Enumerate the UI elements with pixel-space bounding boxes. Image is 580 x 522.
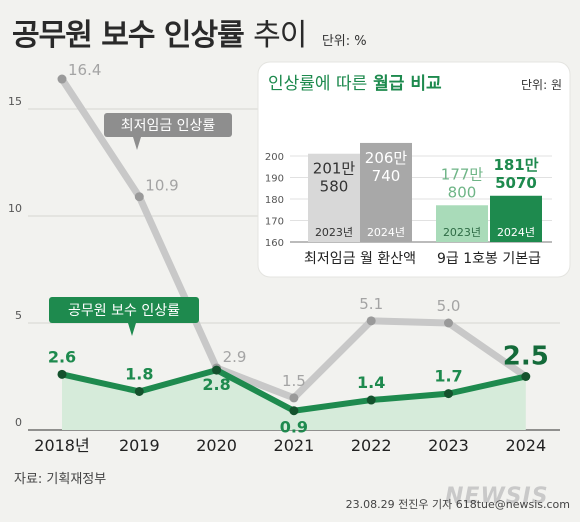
data-label-civil-servant: 2.6 xyxy=(48,347,76,366)
data-label-civil-servant: 1.7 xyxy=(434,367,462,386)
y-tick-label: 15 xyxy=(8,95,22,108)
inset-bar-value-bottom: 740 xyxy=(372,167,401,185)
chart-title: 공무원 보수 인상률 추이 단위: % xyxy=(12,10,367,54)
x-tick-label: 2024 xyxy=(505,436,546,455)
data-label-min-wage: 5.1 xyxy=(359,295,383,313)
point-civil-servant xyxy=(134,386,144,396)
x-tick-label: 2023 xyxy=(428,436,469,455)
inset-bar-year: 2023년 xyxy=(315,226,353,239)
inset-bar xyxy=(436,205,488,242)
x-tick-label: 2018년 xyxy=(34,436,89,455)
point-civil-servant xyxy=(366,395,376,405)
inset-title-part2: 월급 비교 xyxy=(367,74,442,94)
point-min-wage xyxy=(289,393,299,403)
y-tick-label: 5 xyxy=(15,309,22,322)
series-name-pointer-min-wage xyxy=(133,137,141,150)
series-name-box-civil-servant xyxy=(49,297,199,323)
point-min-wage xyxy=(134,192,144,202)
inset-y-tick-label: 200 xyxy=(265,152,284,163)
inset-y-tick-label: 180 xyxy=(265,195,284,206)
data-label-min-wage: 2.9 xyxy=(223,348,247,366)
inset-y-tick-label: 170 xyxy=(265,217,284,228)
title-main: 공무원 보수 인상률 xyxy=(12,18,245,53)
inset-bar-value-top: 177만 xyxy=(441,165,484,183)
point-min-wage xyxy=(57,74,67,84)
data-label-civil-servant: 1.8 xyxy=(125,364,153,383)
data-label-min-wage: 1.5 xyxy=(282,372,306,390)
data-label-civil-servant: 1.4 xyxy=(357,373,385,392)
credit-line: 23.08.29 전진우 기자 618tue@newsis.com xyxy=(345,498,570,511)
unit-label: 단위: % xyxy=(321,34,367,49)
inset-title: 인상률에 따른 월급 비교 xyxy=(268,74,442,94)
data-label-civil-servant: 2.5 xyxy=(503,342,549,372)
inset-bar xyxy=(490,195,542,242)
inset-bar-value-top: 201만 xyxy=(313,160,356,178)
data-label-min-wage: 5.0 xyxy=(437,297,461,315)
area-fill-civil-servant xyxy=(62,370,526,430)
point-civil-servant xyxy=(521,372,531,381)
inset-group-label: 최저임금 월 환산액 xyxy=(304,251,416,267)
x-tick-label: 2021 xyxy=(274,436,315,455)
inset-unit-label: 단위: 원 xyxy=(521,78,562,92)
series-name-pointer-civil-servant xyxy=(128,323,136,336)
inset-group-label: 9급 1호봉 기본급 xyxy=(437,251,541,267)
inset-y-tick-label: 160 xyxy=(265,238,284,249)
x-tick-label: 2020 xyxy=(196,436,237,455)
data-label-min-wage: 16.4 xyxy=(68,61,101,79)
inset-bar-year: 2023년 xyxy=(443,226,481,239)
point-min-wage xyxy=(366,316,376,326)
inset-bar-value-top: 181만 xyxy=(493,156,538,174)
inset-bar-value-top: 206만 xyxy=(365,149,408,167)
y-tick-label: 10 xyxy=(8,202,22,215)
series-name-min-wage: 최저임금 인상률 xyxy=(121,118,216,134)
inset-bar-value-bottom: 5070 xyxy=(495,174,537,192)
x-tick-label: 2022 xyxy=(351,436,392,455)
source-note: 자료: 기획재정부 xyxy=(14,472,107,487)
point-civil-servant xyxy=(444,389,453,399)
x-tick-label: 2019 xyxy=(119,436,160,455)
series-name-box-min-wage xyxy=(104,113,232,137)
inset-bar xyxy=(308,153,360,242)
inset-y-tick-label: 190 xyxy=(265,174,284,185)
inset-bar xyxy=(360,142,412,242)
title-suffix: 추이 xyxy=(253,18,307,53)
point-civil-servant xyxy=(57,369,67,379)
data-label-min-wage: 10.9 xyxy=(145,177,178,195)
series-name-civil-servant: 공무원 보수 인상률 xyxy=(68,303,180,319)
inset-bar-value-bottom: 800 xyxy=(448,183,477,201)
watermark-logo: NEWSIS xyxy=(445,484,549,509)
inset-bar-value-bottom: 580 xyxy=(320,178,349,196)
point-civil-servant xyxy=(289,406,299,416)
inset-title-part1: 인상률에 따른 xyxy=(268,74,367,94)
inset-bar-year: 2024년 xyxy=(367,226,405,239)
data-label-civil-servant: 0.9 xyxy=(280,418,308,437)
y-tick-label: 0 xyxy=(15,416,22,429)
point-min-wage xyxy=(444,318,453,328)
inset-bar-year: 2024년 xyxy=(497,226,535,239)
point-civil-servant xyxy=(212,365,222,375)
data-label-civil-servant: 2.8 xyxy=(202,375,230,394)
